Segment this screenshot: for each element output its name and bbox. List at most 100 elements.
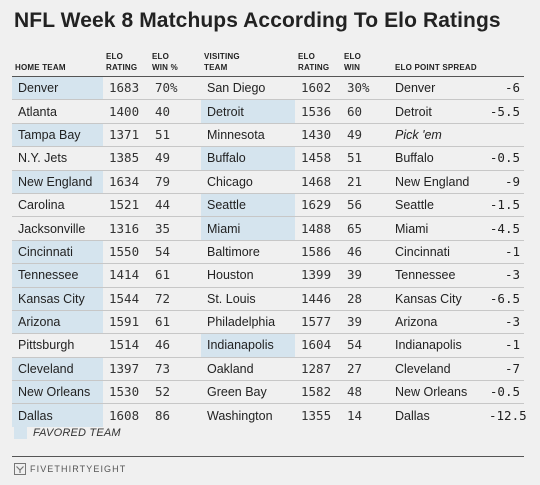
visit-win-cell: 60: [341, 99, 385, 124]
favored-swatch: [14, 427, 27, 439]
home-team-cell: Atlanta: [12, 99, 103, 124]
home-win-cell: 51: [149, 123, 201, 148]
table-row: Denver 1683 70% San Diego 1602 30% Denver -6: [12, 76, 525, 101]
table-row: Cleveland 1397 73 Oakland 1287 27 Cleveland -7: [12, 357, 525, 382]
visit-win-cell: 30%: [341, 76, 385, 101]
table-row: Kansas City 1544 72 St. Louis 1446 28 Kansas C…: [12, 287, 525, 311]
visiting-team-cell: Indianapolis: [201, 333, 295, 358]
visit-win-cell: 21: [341, 170, 385, 194]
home-elo-cell: 1530: [103, 380, 149, 405]
home-win-cell: 73: [149, 357, 201, 382]
spread-team-cell: New England: [385, 170, 483, 194]
visiting-team-cell: San Diego: [201, 76, 295, 101]
visit-win-cell: 28: [341, 287, 385, 311]
spread-team-cell: Cleveland: [385, 357, 483, 382]
spread-value-cell: -1: [483, 333, 525, 358]
visit-win-cell: 48: [341, 380, 385, 405]
table-row: Cincinnati 1550 54 Baltimore 1586 46 Cincinnat…: [12, 240, 525, 265]
home-elo-cell: 1683: [103, 76, 149, 101]
table-row: Pittsburgh 1514 46 Indianapolis 1604 54 Indian…: [12, 333, 525, 358]
spread-value-cell: -3: [483, 310, 525, 335]
table-row: Atlanta 1400 40 Detroit 1536 60 Detroit -5.5: [12, 99, 525, 124]
spread-team-cell: Miami: [385, 216, 483, 241]
home-elo-cell: 1544: [103, 287, 149, 311]
home-elo-cell: 1414: [103, 263, 149, 288]
home-team-cell: Dallas: [12, 403, 103, 427]
header-row: HOME TEAM ELO RATING ELO WIN % VISITING …: [12, 47, 525, 77]
spread-value-cell: -9: [483, 170, 525, 194]
spread-value-cell: -6.5: [483, 287, 525, 311]
spread-value-cell: -6: [483, 76, 525, 101]
table-row: New Orleans 1530 52 Green Bay 1582 48 New Orle…: [12, 380, 525, 405]
visiting-team-cell: Minnesota: [201, 123, 295, 148]
home-elo-cell: 1608: [109, 407, 140, 423]
visit-win-cell: 46: [341, 240, 385, 265]
home-win-cell: 40: [149, 99, 201, 124]
spread-value-cell: -12.5: [489, 407, 527, 423]
home-team-cell: Carolina: [12, 193, 103, 218]
legend: FAVORED TEAM: [14, 427, 121, 439]
visit-elo-cell: 1536: [295, 99, 341, 124]
home-team-cell: Kansas City: [12, 287, 103, 311]
spread-team-cell: Tennessee: [385, 263, 483, 288]
visiting-team-cell: Houston: [201, 263, 295, 288]
footer-divider: [12, 456, 524, 457]
col-visit-win: ELO WIN: [341, 47, 385, 77]
table-row: New England 1634 79 Chicago 1468 21 New Englan…: [12, 170, 525, 194]
visit-elo-cell: 1458: [295, 146, 341, 171]
visiting-team-cell: Buffalo: [201, 146, 295, 171]
visit-win-cell: 54: [341, 333, 385, 358]
col-visit-elo: ELO RATING: [295, 47, 341, 77]
table-row: Jacksonville 1316 35 Miami 1488 65 Miami -4.5: [12, 216, 525, 241]
visit-elo-cell: 1629: [295, 193, 341, 218]
home-win-cell: 61: [149, 310, 201, 335]
col-visiting-team: VISITING TEAM: [201, 47, 295, 77]
matchups-table: HOME TEAM ELO RATING ELO WIN % VISITING …: [12, 47, 527, 427]
visiting-team-cell: Chicago: [201, 170, 295, 194]
spread-value-cell: -0.5: [483, 146, 525, 171]
home-elo-cell: 1400: [103, 99, 149, 124]
visit-elo-cell: 1488: [295, 216, 341, 241]
visit-win-cell: 51: [341, 146, 385, 171]
home-win-cell: 52: [149, 380, 201, 405]
visit-win-cell: 65: [341, 216, 385, 241]
spread-value-cell: -4.5: [483, 216, 525, 241]
spread-value-cell: -1.5: [483, 193, 525, 218]
home-win-cell: 79: [149, 170, 201, 194]
visit-elo-cell: 1577: [295, 310, 341, 335]
home-team-cell: New England: [12, 170, 103, 194]
spread-team-cell: Cincinnati: [385, 240, 483, 265]
spread-team-cell: New Orleans: [385, 380, 483, 405]
table-row: Tennessee 1414 61 Houston 1399 39 Tennessee -3: [12, 263, 525, 288]
visit-elo-cell: 1399: [295, 263, 341, 288]
spread-value-cell: -0.5: [483, 380, 525, 405]
visiting-team-cell: Green Bay: [201, 380, 295, 405]
visiting-team-cell: Baltimore: [201, 240, 295, 265]
home-team-cell: Arizona: [12, 310, 103, 335]
home-win-cell: 72: [149, 287, 201, 311]
visit-elo-cell: 1430: [295, 123, 341, 148]
visiting-team-cell: Miami: [201, 216, 295, 241]
visit-win-cell: 14: [347, 407, 363, 423]
fivethirtyeight-logo-icon: [14, 463, 26, 475]
home-team-cell: Jacksonville: [12, 216, 103, 241]
visit-win-cell: 39: [341, 263, 385, 288]
spread-team-cell: Kansas City: [385, 287, 483, 311]
col-home-team: HOME TEAM: [12, 47, 103, 77]
col-home-win: ELO WIN %: [149, 47, 201, 77]
visit-elo-cell: 1287: [295, 357, 341, 382]
home-team-cell: Denver: [12, 76, 103, 101]
visiting-team-cell: Oakland: [201, 357, 295, 382]
home-team-cell: Pittsburgh: [12, 333, 103, 358]
visit-elo-cell: 1586: [295, 240, 341, 265]
home-win-cell: 61: [149, 263, 201, 288]
home-team-cell: Cincinnati: [12, 240, 103, 265]
col-home-elo: ELO RATING: [103, 47, 149, 77]
home-elo-cell: 1634: [103, 170, 149, 194]
home-win-cell: 54: [149, 240, 201, 265]
visit-elo-cell: 1602: [295, 76, 341, 101]
home-team-cell: Cleveland: [12, 357, 103, 382]
home-team-cell: Tampa Bay: [12, 123, 103, 148]
table-row: Tampa Bay 1371 51 Minnesota 1430 49 Pick 'em: [12, 123, 525, 148]
brand: FIVETHIRTYEIGHT: [14, 463, 126, 475]
